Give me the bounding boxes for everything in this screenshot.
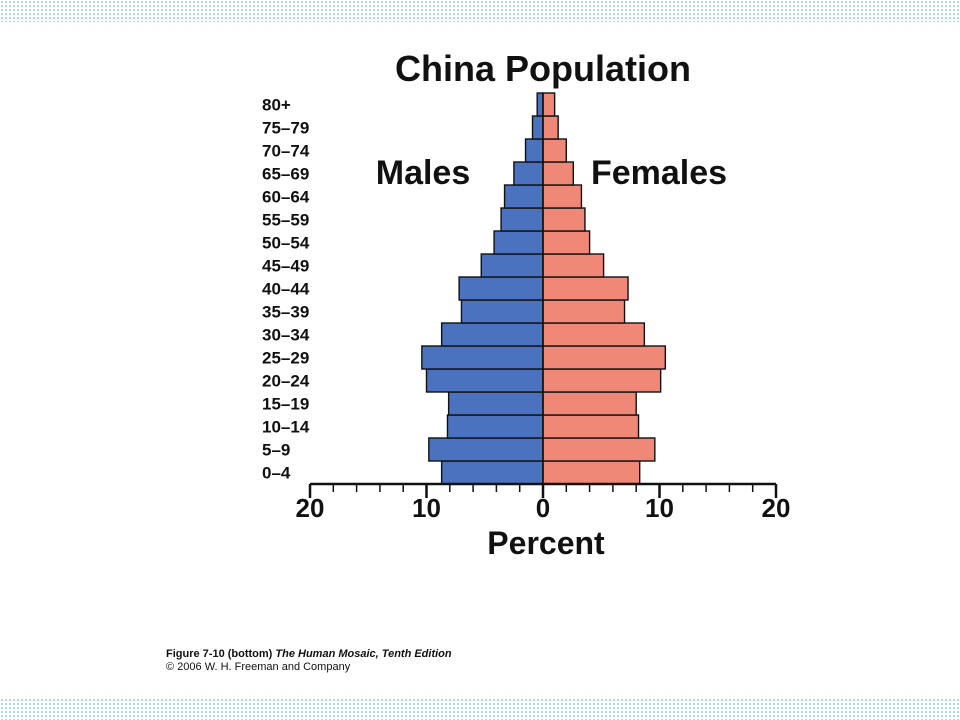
age-labels: 0–4 5–9 10–14 15–19 20–24 25–29 30–34 35–39 40–4… [262,96,310,483]
age-label-80: 80+ [262,96,291,115]
age-label-25-29: 25–29 [262,349,309,368]
age-label-55-59: 55–59 [262,211,309,230]
male-bar-75-79 [531,115,544,140]
male-bar-80 [536,92,544,117]
female-bar-25-29 [542,345,667,370]
age-label-75-79: 75–79 [262,119,309,138]
caption-book: The Human Mosaic, Tenth Edition [275,648,452,660]
x-tick-label: 10 [645,493,674,523]
male-bar-70-74 [524,138,544,163]
caption-figure: Figure 7-10 (bottom) [166,648,273,660]
x-tick-label: 20 [296,493,325,523]
female-bar-5-9 [542,437,656,462]
male-bar-25-29 [421,345,544,370]
male-bar-10-14 [446,414,544,439]
x-tick-label: 20 [762,493,791,523]
female-bar-10-14 [542,414,640,439]
male-bar-15-19 [447,391,544,416]
female-bar-55-59 [542,207,586,232]
x-axis: 20 10 0 10 20 [296,482,791,523]
x-axis-label: Percent [487,525,605,561]
male-bar-65-69 [513,161,544,186]
age-label-50-54: 50–54 [262,234,310,253]
female-bar-40-44 [542,276,629,301]
figure-caption: Figure 7-10 (bottom) The Human Mosaic, T… [166,648,452,674]
age-label-70-74: 70–74 [262,142,310,161]
bars-group [421,92,667,485]
dotted-bottom-border [0,698,960,720]
age-label-60-64: 60–64 [262,188,310,207]
male-bar-0-4 [440,460,544,485]
age-label-15-19: 15–19 [262,395,309,414]
age-label-20-24: 20–24 [262,372,310,391]
female-bar-30-34 [542,322,646,347]
male-bar-40-44 [458,276,544,301]
male-bar-55-59 [500,207,544,232]
female-bar-15-19 [542,391,637,416]
female-bar-80 [542,92,556,117]
age-label-5-9: 5–9 [262,441,290,460]
male-bar-35-39 [460,299,544,324]
legend-females: Females [591,154,727,192]
female-bar-0-4 [542,460,641,485]
x-tick-label: 10 [412,493,441,523]
male-bar-50-54 [493,230,544,255]
age-label-0-4: 0–4 [262,464,291,483]
dotted-top-border [0,0,960,22]
female-bar-75-79 [542,115,559,140]
female-bar-35-39 [542,299,626,324]
male-bar-30-34 [440,322,544,347]
male-bar-45-49 [480,253,544,278]
caption-copyright: © 2006 W. H. Freeman and Company [166,661,351,673]
female-bar-65-69 [542,161,574,186]
age-label-40-44: 40–44 [262,280,310,299]
female-bar-70-74 [542,138,567,163]
female-bar-50-54 [542,230,591,255]
female-bar-20-24 [542,368,662,393]
x-tick-label: 0 [536,493,550,523]
age-label-65-69: 65–69 [262,165,309,184]
female-bar-60-64 [542,184,583,209]
female-bar-45-49 [542,253,605,278]
legend-males: Males [376,154,471,192]
male-bar-60-64 [503,184,544,209]
male-bar-20-24 [425,368,544,393]
age-label-10-14: 10–14 [262,418,310,437]
chart-title: China Population [395,48,691,89]
age-label-35-39: 35–39 [262,303,309,322]
male-bar-5-9 [428,437,544,462]
age-label-45-49: 45–49 [262,257,309,276]
age-label-30-34: 30–34 [262,326,310,345]
